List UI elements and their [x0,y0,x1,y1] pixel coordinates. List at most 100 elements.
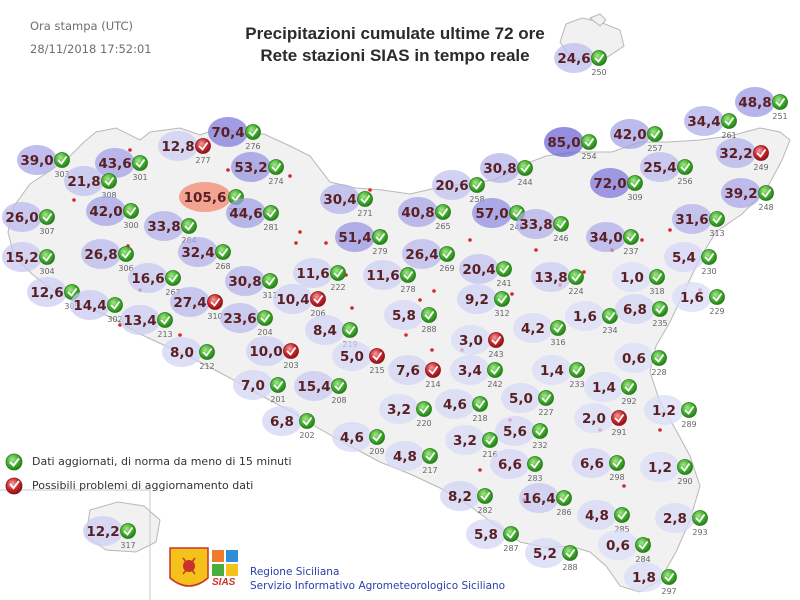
status-ok-icon[interactable] [268,159,284,175]
status-ok-icon[interactable] [527,456,543,472]
status-ok-icon[interactable] [550,320,566,336]
status-problem-icon[interactable] [753,145,769,161]
status-problem-icon[interactable] [310,291,326,307]
status-ok-icon[interactable] [487,362,503,378]
status-ok-icon[interactable] [651,350,667,366]
status-ok-icon[interactable] [469,177,485,193]
status-ok-icon[interactable] [372,229,388,245]
status-ok-icon[interactable] [101,173,117,189]
status-ok-icon[interactable] [721,113,737,129]
status-ok-icon[interactable] [562,545,578,561]
status-ok-icon[interactable] [581,134,597,150]
status-ok-icon[interactable] [569,362,585,378]
status-ok-icon[interactable] [422,448,438,464]
status-ok-icon[interactable] [614,507,630,523]
check-icon [512,208,523,218]
status-ok-icon[interactable] [165,270,181,286]
status-problem-icon[interactable] [425,362,441,378]
status-ok-icon[interactable] [299,413,315,429]
status-ok-icon[interactable] [503,526,519,542]
status-ok-icon[interactable] [609,455,625,471]
status-ok-icon[interactable] [435,204,451,220]
check-icon [541,393,552,403]
status-ok-icon[interactable] [439,246,455,262]
status-ok-icon[interactable] [215,244,231,260]
status-ok-icon[interactable] [477,488,493,504]
status-ok-icon[interactable] [661,569,677,585]
status-ok-icon[interactable] [199,344,215,360]
status-ok-icon[interactable] [262,273,278,289]
status-problem-icon[interactable] [488,332,504,348]
status-ok-icon[interactable] [331,378,347,394]
station-id: 246 [553,234,568,243]
status-ok-icon[interactable] [553,216,569,232]
rain-bubble [721,178,761,208]
status-ok-icon[interactable] [39,249,55,265]
status-ok-icon[interactable] [132,155,148,171]
check-icon [438,207,449,217]
status-ok-icon[interactable] [517,160,533,176]
status-ok-icon[interactable] [472,396,488,412]
status-ok-icon[interactable] [270,377,286,393]
status-problem-icon[interactable] [369,348,385,364]
status-ok-icon[interactable] [263,205,279,221]
status-ok-icon[interactable] [245,124,261,140]
status-ok-icon[interactable] [556,490,572,506]
station-marker: 1,6 234 [565,301,618,335]
status-ok-icon[interactable] [538,390,554,406]
check-icon [664,572,675,582]
status-ok-icon[interactable] [758,185,774,201]
status-ok-icon[interactable] [701,249,717,265]
status-ok-icon[interactable] [482,432,498,448]
status-ok-icon[interactable] [494,291,510,307]
status-ok-icon[interactable] [496,261,512,277]
status-ok-icon[interactable] [677,159,693,175]
status-ok-icon[interactable] [623,229,639,245]
status-ok-icon[interactable] [692,510,708,526]
status-ok-icon[interactable] [118,246,134,262]
status-ok-icon[interactable] [772,94,788,110]
status-ok-icon[interactable] [357,191,373,207]
status-ok-icon[interactable] [568,269,584,285]
rain-bubble [226,198,266,228]
status-ok-icon[interactable] [157,312,173,328]
status-ok-icon[interactable] [709,289,725,305]
status-ok-icon[interactable] [107,297,123,313]
status-problem-icon[interactable] [207,294,223,310]
status-problem-icon[interactable] [611,410,627,426]
status-ok-icon[interactable] [400,267,416,283]
town-dot [368,188,372,192]
rain-value: 1,6 [680,290,704,306]
status-problem-icon[interactable] [195,138,211,154]
status-ok-icon[interactable] [677,459,693,475]
status-problem-icon[interactable] [283,343,299,359]
status-ok-icon[interactable] [257,310,273,326]
status-ok-icon[interactable] [621,379,637,395]
rain-bubble [440,481,480,511]
status-ok-icon[interactable] [39,209,55,225]
status-ok-icon[interactable] [627,175,643,191]
status-ok-icon[interactable] [652,301,668,317]
status-ok-icon[interactable] [120,523,136,539]
status-ok-icon[interactable] [54,152,70,168]
rain-bubble [17,145,57,175]
status-ok-icon[interactable] [330,265,346,281]
rain-value: 3,0 [459,333,483,349]
status-ok-icon[interactable] [181,218,197,234]
status-ok-icon[interactable] [342,322,358,338]
rain-value: 33,8 [147,219,180,235]
status-ok-icon[interactable] [416,401,432,417]
status-ok-icon[interactable] [647,126,663,142]
status-ok-icon[interactable] [709,211,725,227]
status-ok-icon[interactable] [635,537,651,553]
status-ok-icon[interactable] [681,402,697,418]
status-ok-icon[interactable] [532,423,548,439]
rain-value: 6,8 [623,302,647,318]
status-ok-icon[interactable] [421,307,437,323]
status-ok-icon[interactable] [369,429,385,445]
status-ok-icon[interactable] [649,269,665,285]
status-ok-icon[interactable] [123,203,139,219]
